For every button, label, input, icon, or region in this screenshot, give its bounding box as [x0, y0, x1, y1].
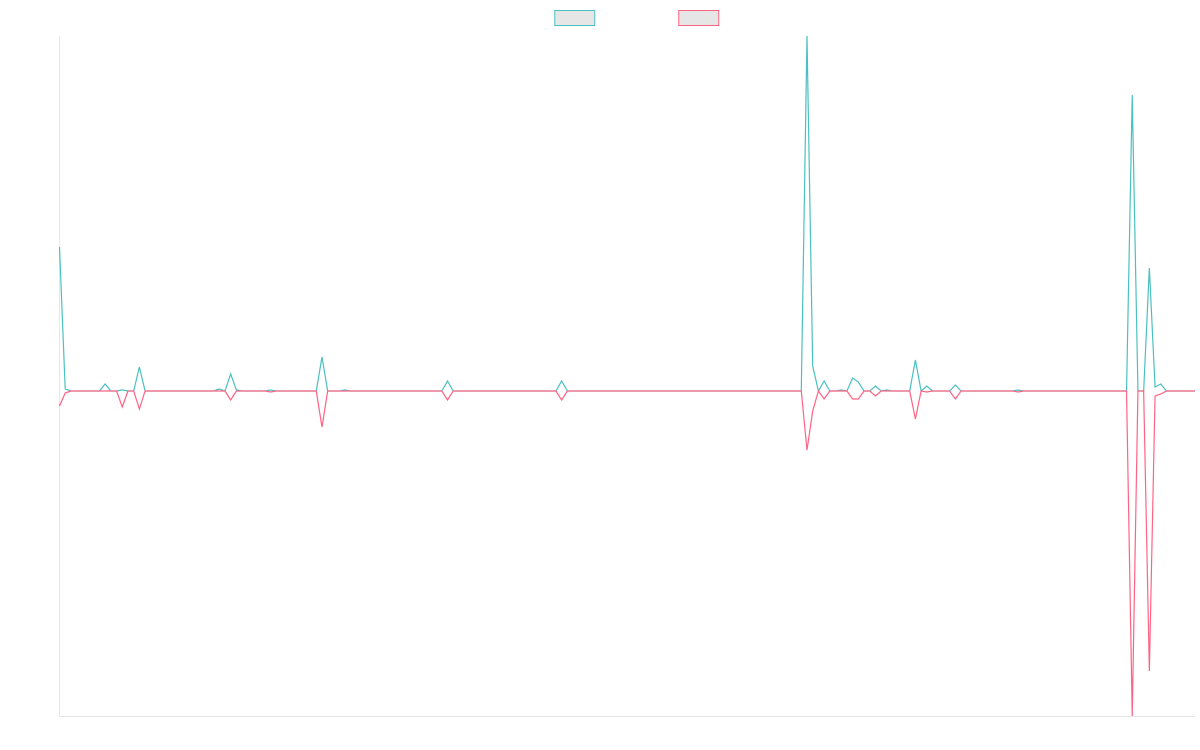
series-line — [58, 389, 1195, 717]
series-line — [58, 35, 1195, 393]
legend-swatch[interactable] — [678, 10, 720, 26]
legend-swatch[interactable] — [554, 10, 596, 26]
